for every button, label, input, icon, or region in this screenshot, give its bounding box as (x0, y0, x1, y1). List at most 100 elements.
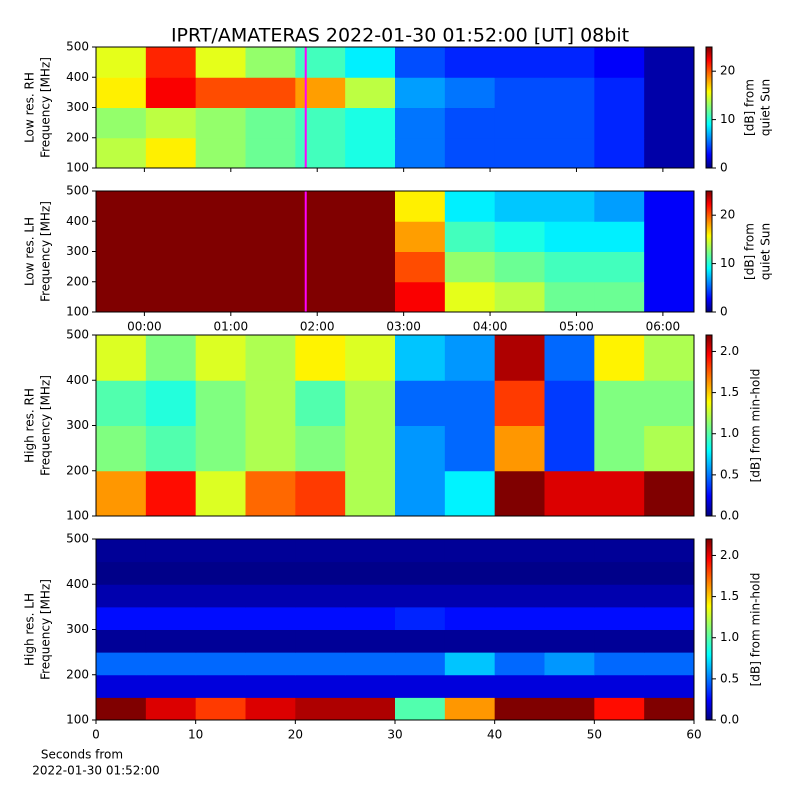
heatmap-cell (444, 191, 496, 222)
heatmap-cell (395, 584, 446, 608)
heatmap-cell (644, 584, 695, 608)
heatmap-cell (195, 539, 246, 563)
heatmap-cell (594, 47, 645, 78)
heatmap-cell (195, 629, 246, 653)
heatmap-cell (594, 606, 645, 630)
heatmap-cell (544, 107, 595, 139)
heatmap-cell (145, 47, 197, 78)
heatmap-cell (594, 221, 645, 252)
heatmap-cell (644, 470, 695, 517)
heatmap-cell (345, 606, 396, 630)
heatmap-cell (594, 470, 645, 517)
heatmap-cell (345, 191, 396, 222)
heatmap-cell (145, 697, 197, 721)
heatmap-cell (494, 221, 545, 252)
figure-title: IPRT/AMATERAS 2022-01-30 01:52:00 [UT] 0… (171, 25, 629, 47)
heatmap-cell (594, 281, 645, 313)
heatmap-cell (644, 561, 695, 585)
heatmap-cell (195, 606, 246, 630)
heatmap-cell (295, 335, 346, 381)
heatmap-cell (594, 137, 645, 169)
heatmap-cell (444, 251, 496, 283)
heatmap-cell (345, 561, 396, 585)
heatmap-cell (444, 697, 496, 721)
x-tick-label: 06:00 (646, 320, 681, 334)
heatmap-cell (245, 606, 296, 630)
heatmap-cell (345, 335, 396, 381)
heatmap-cell (494, 606, 545, 630)
heatmap-cell (444, 606, 496, 630)
heatmap-cell (594, 629, 645, 653)
y-tick-label: 100 (66, 305, 89, 319)
heatmap-cell (96, 77, 147, 108)
heatmap-cell (96, 697, 147, 721)
heatmap-cell (544, 674, 595, 698)
y-tick-label: 100 (66, 713, 89, 727)
heatmap-cell (295, 606, 346, 630)
y-axis-label: Frequency [MHz] (39, 57, 53, 158)
heatmap-cell (644, 652, 695, 676)
heatmap-cell (295, 539, 346, 563)
heatmap-cell (395, 137, 446, 169)
heatmap-cell (494, 425, 545, 472)
heatmap-cell (195, 77, 246, 108)
heatmap-cell (395, 251, 446, 283)
heatmap-cell (444, 425, 496, 472)
x-tick-label: 30 (387, 728, 402, 742)
heatmap-cell (96, 470, 147, 517)
y-tick-label: 300 (66, 244, 89, 258)
heatmap-cell (145, 281, 197, 313)
heatmap-cell (594, 425, 645, 472)
heatmap-cell (444, 652, 496, 676)
heatmap-cell (195, 107, 246, 139)
y-tick-label: 200 (66, 274, 89, 288)
colorbar (705, 538, 713, 721)
heatmap-cell (594, 107, 645, 139)
heatmap-cell (345, 137, 396, 169)
heatmap-cell (145, 652, 197, 676)
heatmap-cell (544, 191, 595, 222)
heatmap-cell (145, 335, 197, 381)
heatmap-cell (395, 697, 446, 721)
heatmap-cell (494, 137, 545, 169)
heatmap-cell (345, 697, 396, 721)
heatmap-cell (145, 137, 197, 169)
heatmap-cell (395, 561, 446, 585)
heatmap-cell (295, 584, 346, 608)
heatmap-cell (345, 539, 396, 563)
y-tick-label: 500 (66, 328, 89, 342)
x-tick-label: 02:00 (300, 320, 335, 334)
heatmap-cell (544, 629, 595, 653)
heatmap-cell (245, 335, 296, 381)
heatmap-cell (195, 380, 246, 426)
heatmap-cell (195, 251, 246, 283)
y-tick-label: 300 (66, 622, 89, 636)
heatmap-cell (395, 652, 446, 676)
heatmap-cell (544, 251, 595, 283)
y-axis-label: Frequency [MHz] (39, 579, 53, 680)
y-axis-label: Low res. RH (23, 72, 37, 143)
heatmap-cell (494, 191, 545, 222)
heatmap-cell (644, 606, 695, 630)
heatmap-cell (395, 539, 446, 563)
colorbar-tick-label: 10 (720, 112, 735, 126)
heatmap-cell (395, 629, 446, 653)
heatmap-cell (544, 47, 595, 78)
x-tick-label: 05:00 (559, 320, 594, 334)
heatmap-cell (295, 281, 346, 313)
heatmap-cell (594, 335, 645, 381)
heatmap-cell (145, 251, 197, 283)
heatmap-cell (96, 652, 147, 676)
heatmap-cell (245, 47, 296, 78)
y-tick-label: 200 (66, 463, 89, 477)
heatmap-cell (644, 425, 695, 472)
heatmap-cell (494, 470, 545, 517)
heatmap-cell (594, 561, 645, 585)
heatmap-cell (96, 539, 147, 563)
heatmap-cell (395, 470, 446, 517)
heatmap-cell (295, 652, 346, 676)
colorbar (705, 190, 713, 313)
heatmap-cell (544, 606, 595, 630)
heatmap-cell (494, 561, 545, 585)
